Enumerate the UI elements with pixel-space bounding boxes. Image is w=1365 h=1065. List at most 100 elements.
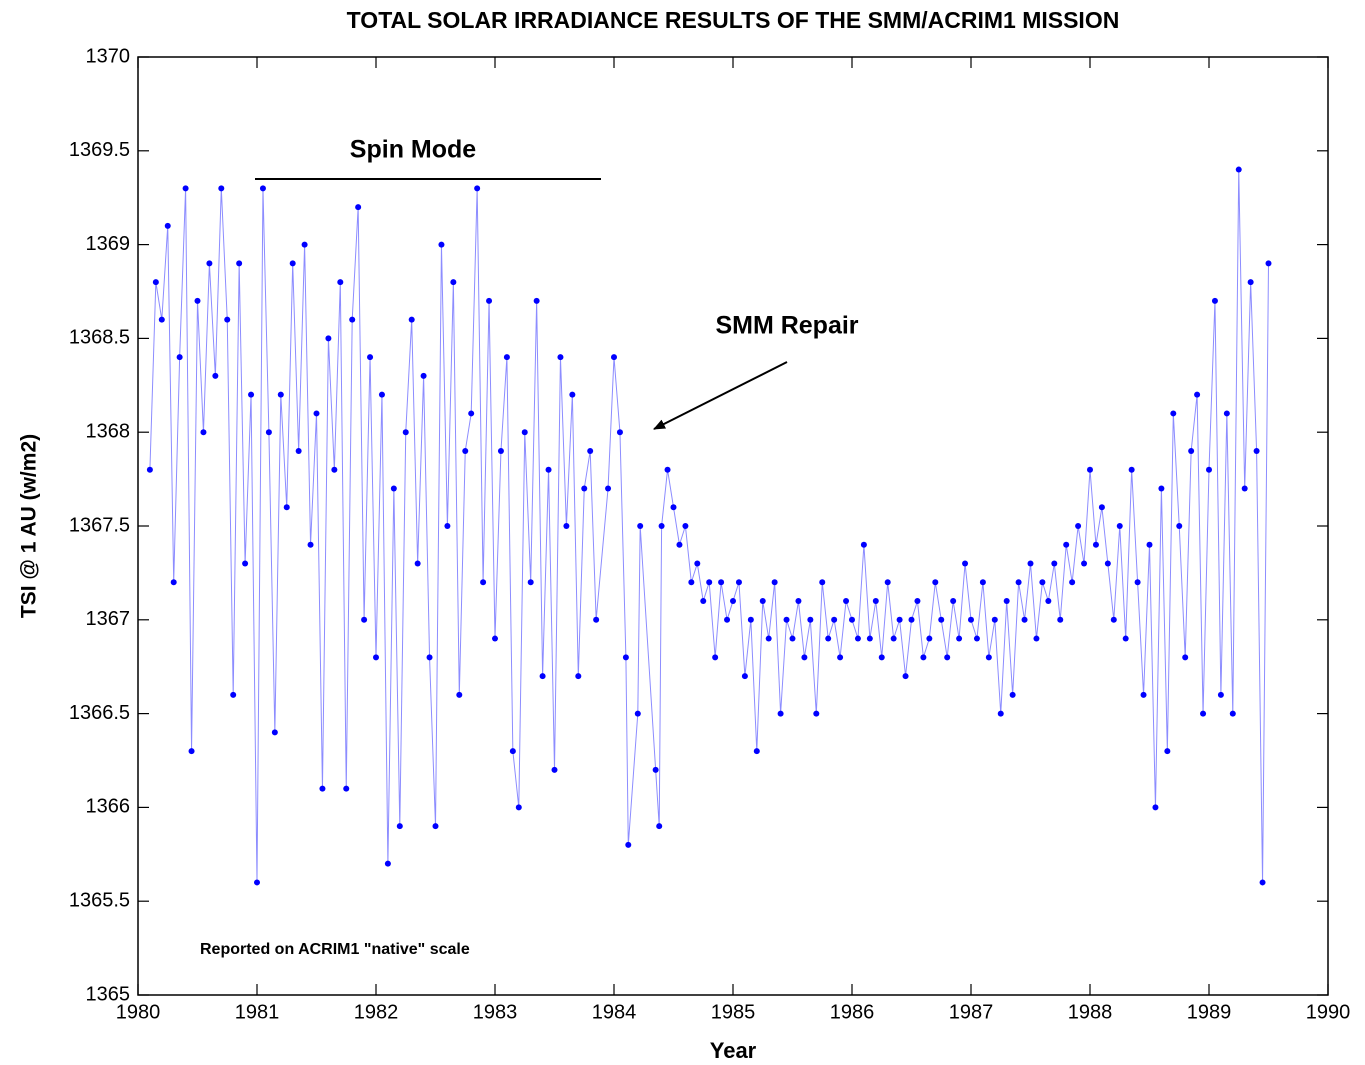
data-point (1087, 466, 1093, 473)
data-point (515, 804, 522, 811)
data-point (896, 616, 903, 623)
data-point (295, 447, 302, 454)
data-point (164, 222, 171, 229)
y-tick-label: 1366.5 (69, 702, 130, 724)
data-point (1229, 710, 1236, 717)
data-point (920, 654, 927, 661)
data-point (991, 616, 998, 623)
data-point (813, 710, 820, 717)
x-tick-label: 1985 (711, 1001, 756, 1023)
data-point (254, 879, 260, 886)
y-tick-label: 1370 (86, 45, 131, 67)
data-point (325, 335, 332, 342)
data-point (420, 372, 427, 379)
data-point (759, 598, 766, 605)
x-tick-label: 1989 (1187, 1001, 1232, 1023)
data-point (1122, 635, 1129, 642)
data-point (1265, 260, 1272, 267)
x-tick-label: 1984 (592, 1001, 637, 1023)
data-point (944, 654, 951, 661)
data-point (1152, 804, 1159, 811)
data-point (1217, 691, 1224, 698)
data-point (563, 523, 570, 529)
data-point (950, 598, 957, 605)
data-point (1051, 560, 1058, 567)
data-point (212, 372, 219, 379)
chart-title: TOTAL SOLAR IRRADIANCE RESULTS OF THE SM… (347, 7, 1120, 33)
data-point (265, 429, 272, 436)
data-point (622, 654, 629, 661)
data-point (1063, 541, 1070, 548)
data-point (658, 523, 665, 529)
data-point (625, 841, 632, 848)
data-point (1223, 410, 1230, 417)
data-point (378, 391, 385, 398)
data-point (259, 185, 266, 192)
data-point (283, 504, 290, 511)
data-point (789, 635, 796, 642)
data-point (1098, 504, 1105, 511)
data-point (1003, 598, 1010, 605)
data-point (694, 560, 701, 567)
data-point (1116, 523, 1123, 529)
data-point (307, 541, 314, 548)
data-point (497, 447, 504, 454)
x-tick-label: 1990 (1306, 1001, 1351, 1023)
data-point (849, 616, 855, 623)
annotation: Spin Mode (350, 136, 476, 164)
data-point (735, 579, 742, 586)
data-point (1039, 579, 1046, 586)
data-point (557, 354, 564, 361)
data-point (1081, 560, 1088, 567)
data-point (795, 598, 802, 605)
data-point (509, 748, 516, 755)
data-point (837, 654, 844, 661)
data-point (581, 485, 588, 492)
x-tick-label: 1982 (354, 1001, 399, 1023)
data-point (1259, 879, 1266, 886)
data-point (670, 504, 677, 511)
data-point (765, 635, 772, 642)
data-point (688, 579, 695, 586)
data-point (426, 654, 433, 661)
data-point (854, 635, 861, 642)
data-point (1110, 616, 1117, 623)
data-point (664, 466, 671, 473)
data-point (575, 673, 582, 680)
data-point (908, 616, 915, 623)
data-point (801, 654, 808, 661)
data-point (1188, 447, 1195, 454)
data-point (158, 316, 165, 323)
data-point (277, 391, 284, 398)
y-tick-label: 1368.5 (69, 327, 130, 349)
x-axis-label: Year (710, 1038, 757, 1063)
data-point (569, 391, 576, 398)
data-point (527, 579, 534, 586)
data-point (438, 241, 445, 248)
data-point (1194, 391, 1201, 398)
data-point (753, 748, 760, 755)
data-point (1176, 523, 1183, 529)
data-point (367, 354, 374, 361)
data-point (872, 598, 879, 605)
data-point (831, 616, 838, 623)
data-point (373, 654, 379, 661)
data-point (968, 616, 974, 623)
data-point (1033, 635, 1040, 642)
data-point (319, 785, 326, 792)
data-point (248, 391, 255, 398)
data-point (176, 354, 183, 361)
data-point (741, 673, 748, 680)
y-axis-label: TSI @ 1 AU (w/m2) (18, 434, 41, 618)
data-point (349, 316, 356, 323)
data-point (414, 560, 421, 567)
data-point (605, 485, 612, 492)
data-point (492, 635, 498, 642)
data-point (1092, 541, 1099, 548)
data-point (545, 466, 552, 473)
data-point (747, 616, 754, 623)
data-point (1057, 616, 1064, 623)
data-point (718, 579, 725, 586)
y-tick-label: 1367.5 (69, 514, 130, 536)
data-point (985, 654, 992, 661)
